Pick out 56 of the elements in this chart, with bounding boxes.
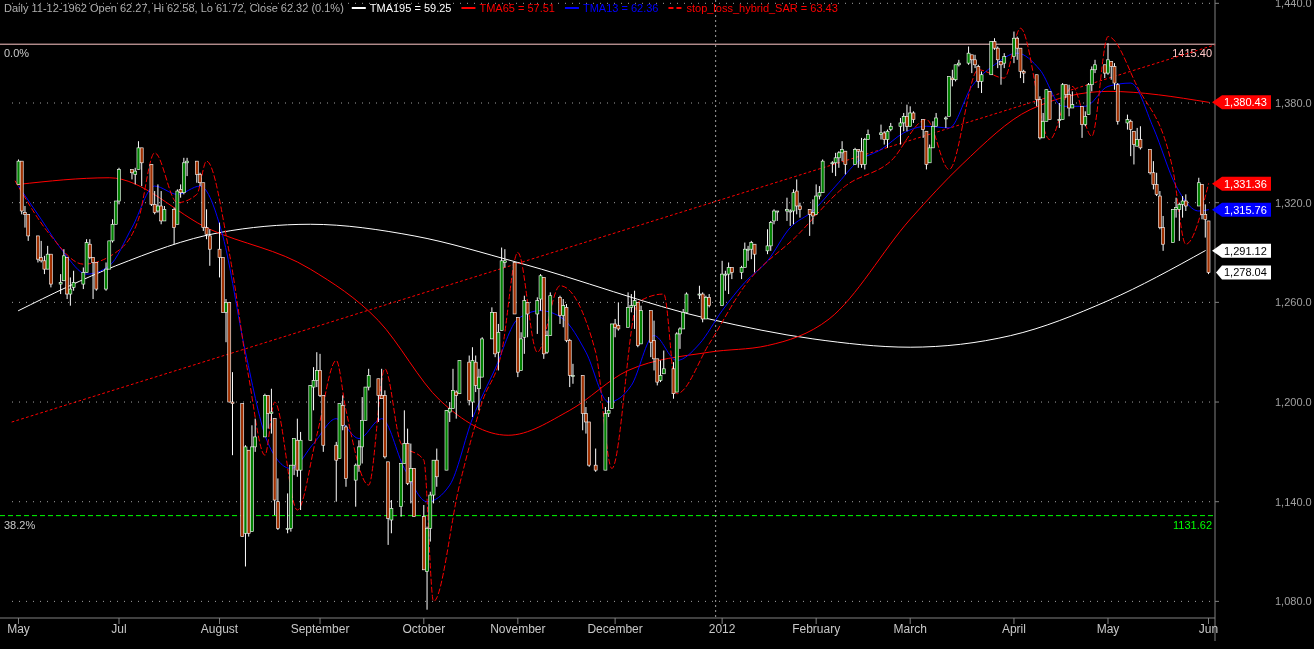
candlestick [139,147,144,187]
x-tick-label: November [490,622,546,636]
annotation: 38.2% [4,518,36,531]
candlestick [785,197,789,222]
data-label: 1,331.36 [1224,177,1267,190]
candlestick [130,168,134,180]
annotation: 1,278.04 [1224,266,1267,279]
data-label: 1,315.76 [1224,203,1267,216]
x-tick-label: March [893,622,927,636]
candlestick [970,54,974,74]
candlestick [36,235,40,263]
candlestick [730,266,734,280]
x-tick-label: April [1001,622,1026,636]
candlestick [898,117,903,146]
x-tick-label: August [200,622,239,636]
chart-title: Daily 11-12-1962 Open 62.27, Hi 62.58, Lo 61.72, Close 62.32 (0.1%) [4,2,344,14]
x-tick-label: February [792,622,841,636]
y-tick-label: 1,260.0 [1275,296,1312,309]
x-tick-label: May [7,622,30,636]
candlestick [626,291,630,328]
x-tick-label: May [1096,622,1120,636]
candlestick [1106,42,1110,76]
candlestick [658,360,663,383]
annotation: 0.0% [4,47,30,60]
y-tick-label: 1,320.0 [1275,196,1312,209]
data-label: 1,380.43 [1224,96,1267,109]
data-label: 1,291.12 [1224,244,1267,257]
ref-line-label: 1131.62 [1173,518,1212,531]
x-tick-label: Jul [111,622,127,636]
candlestick [558,295,562,325]
candlestick [1012,31,1016,64]
legend-label: TMA13 = 62.36 [582,2,659,14]
candlestick [726,261,731,295]
candlestick [879,124,883,141]
y-tick-label: 1,140.0 [1275,495,1312,508]
legend-label: TMA65 = 57.51 [479,2,555,14]
candlestick [195,160,199,184]
x-tick-label: December [587,622,643,636]
y-tick-label: 1,380.0 [1275,97,1312,109]
x-tick-label: September [290,622,350,636]
x-tick-label: 2012 [708,622,736,636]
ref-line-label: 1415.40 [1172,47,1212,60]
candlestick [1128,119,1133,157]
legend-label: TMA195 = 59.25 [369,2,452,14]
candlestick [1138,125,1143,151]
y-tick-label: 1,440.0 [1275,0,1312,10]
y-tick-label: 1,080.0 [1275,595,1312,608]
x-tick-label: October [402,622,446,636]
y-tick-label: 1,200.0 [1275,396,1312,409]
candlestick [593,448,598,473]
candlestick [979,70,984,94]
candlestick [525,301,530,338]
candlestick [752,243,757,273]
candlestick [749,240,754,260]
x-tick-label: Jun [1198,622,1219,636]
legend-label: stop_loss_hybrid_SAR = 63.43 [686,2,838,14]
